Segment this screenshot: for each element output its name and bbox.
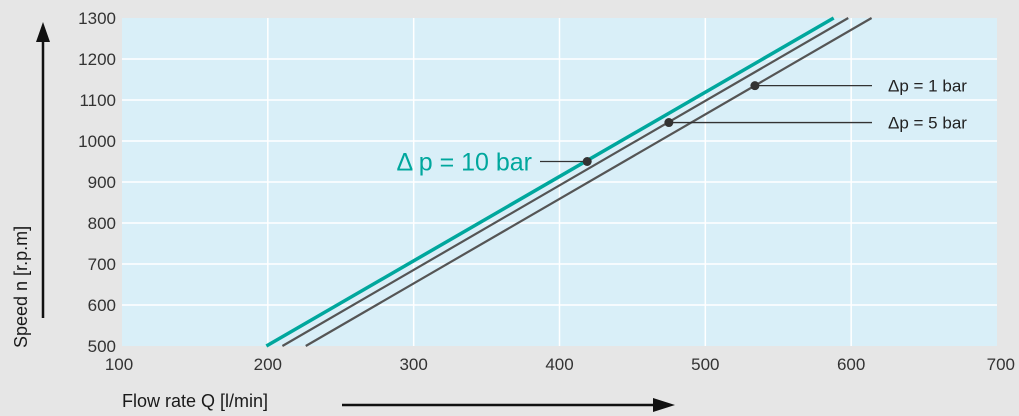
y-axis-title: Speed n [r.p.m]	[11, 226, 31, 348]
y-tick-label: 500	[88, 337, 116, 356]
x-tick-label: 100	[105, 355, 133, 374]
x-tick-label: 400	[545, 355, 573, 374]
annotation-point	[664, 118, 673, 127]
y-tick-label: 800	[88, 214, 116, 233]
x-tick-label: 700	[987, 355, 1015, 374]
x-tick-label: 200	[254, 355, 282, 374]
x-tick-label: 500	[691, 355, 719, 374]
x-axis-title: Flow rate Q [l/min]	[122, 391, 268, 411]
y-axis-arrowhead-icon	[36, 22, 50, 42]
x-tick-label: 300	[399, 355, 427, 374]
x-tick-label: 600	[837, 355, 865, 374]
x-axis-arrowhead-icon	[653, 398, 675, 412]
y-tick-label: 900	[88, 173, 116, 192]
y-tick-label: 600	[88, 296, 116, 315]
y-tick-label: 1200	[78, 50, 116, 69]
y-tick-label: 1300	[78, 9, 116, 28]
y-tick-label: 1100	[79, 91, 116, 110]
annotation-label: Δ p = 10 bar	[396, 149, 532, 177]
annotation-label: Δp = 1 bar	[888, 77, 967, 96]
annotation-point	[750, 81, 759, 90]
y-ticks: 500 600 700 800 900 1000 1100 1200 1300	[78, 9, 116, 356]
annotation-label: Δp = 5 bar	[888, 114, 967, 133]
x-ticks: 100 200 300 400 500 600 700	[105, 355, 1015, 374]
y-tick-label: 1000	[78, 132, 116, 151]
annotation-point	[583, 157, 592, 166]
y-tick-label: 700	[88, 255, 116, 274]
